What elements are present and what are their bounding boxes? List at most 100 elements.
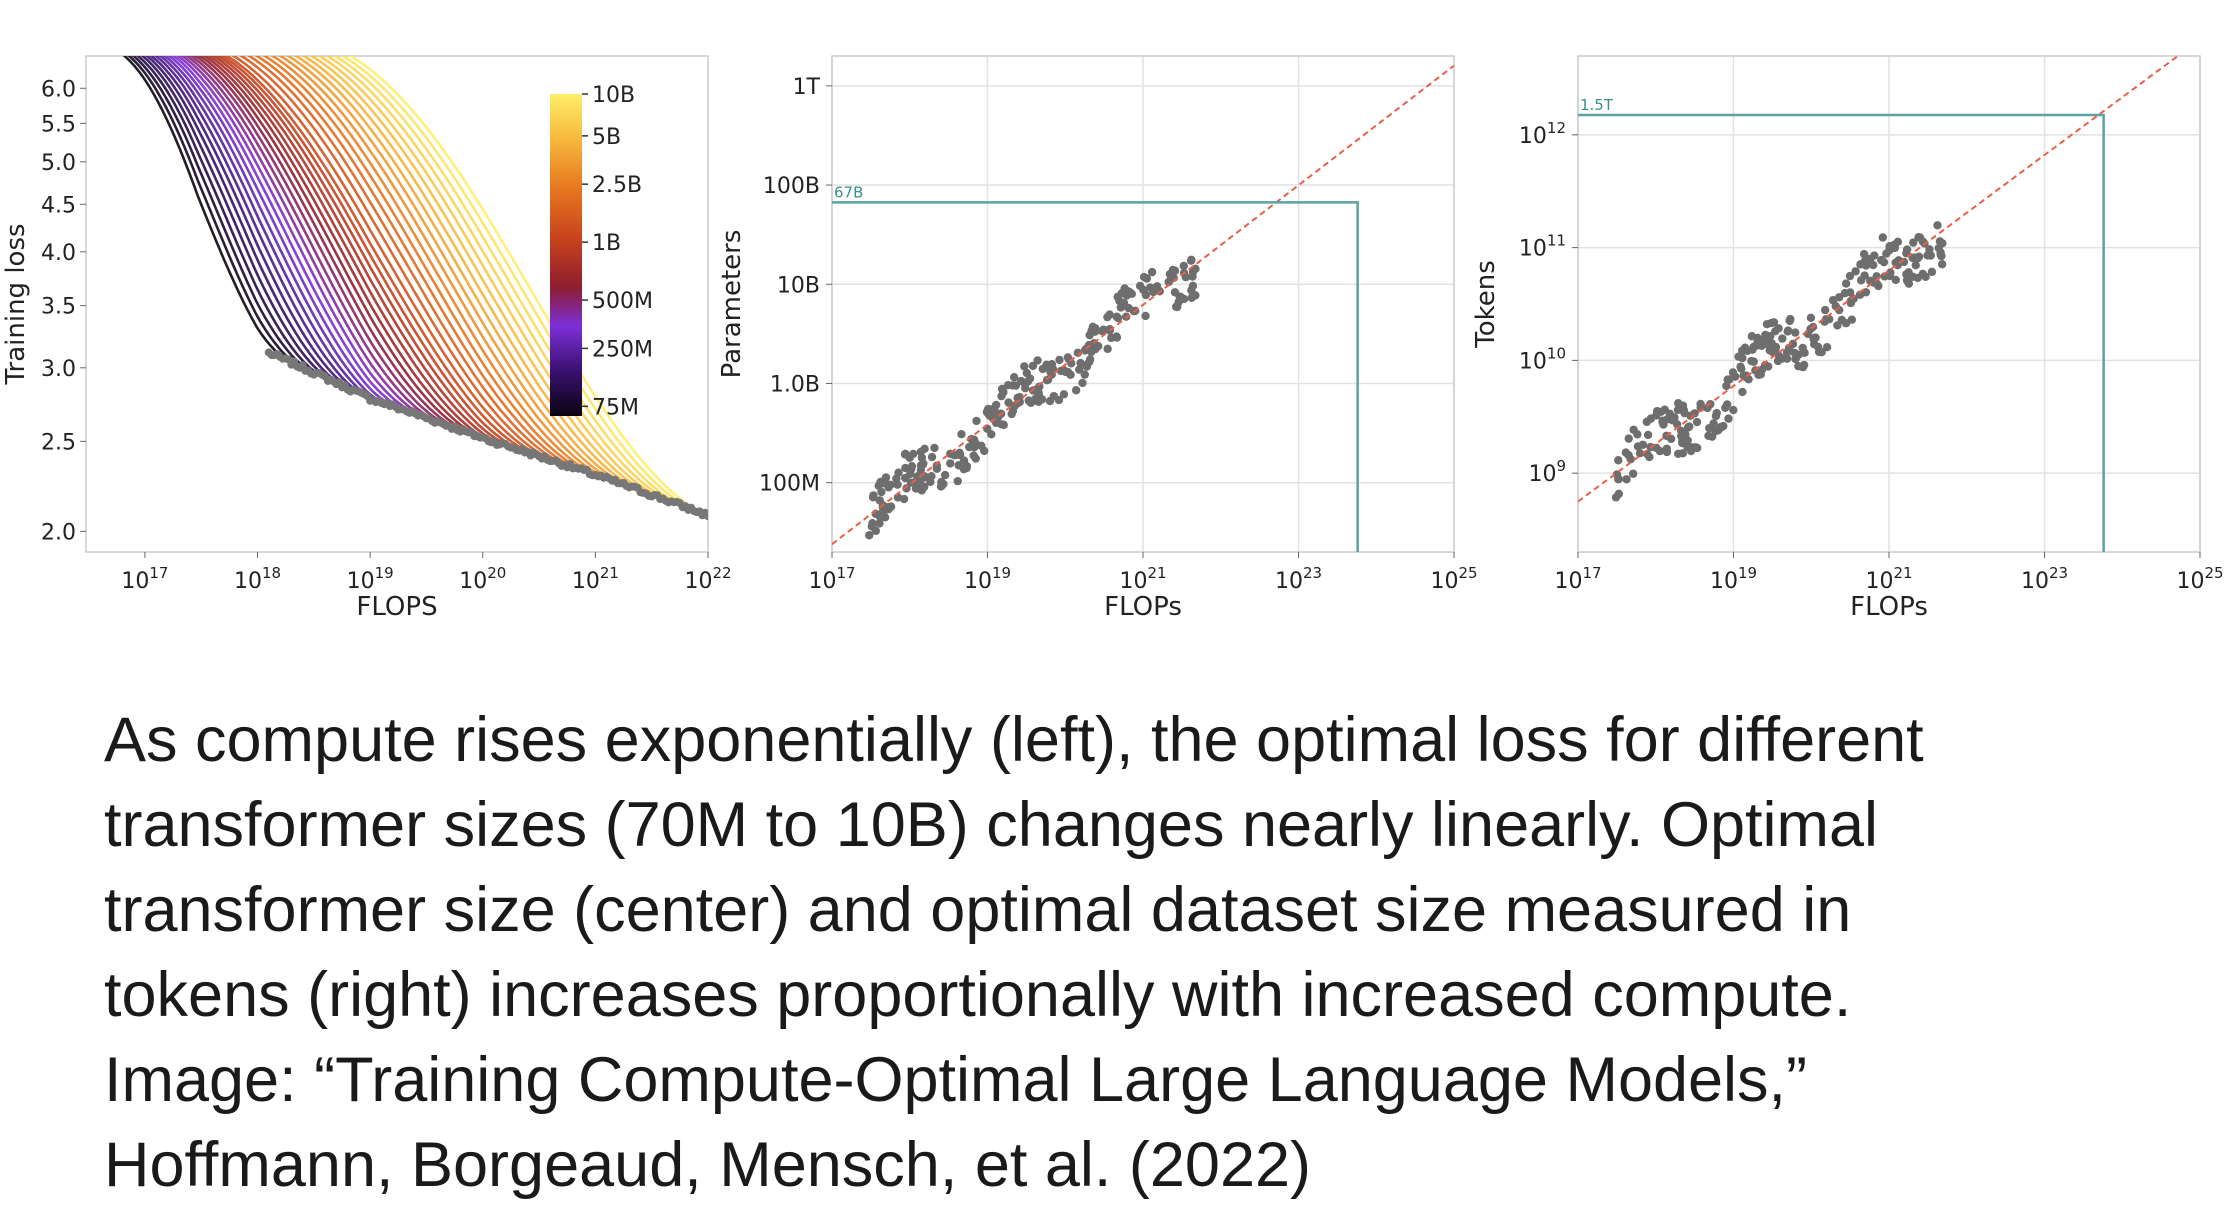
loss-curve [220,56,524,452]
loss-x-ticks: 1017 1018 1019 1020 1021 1022 [121,552,732,594]
loss-envelope-points [264,348,708,521]
loss-curve [122,56,289,362]
loss-curve [175,56,418,416]
loss-curves [122,56,706,516]
tokens-point [1633,442,1643,451]
parameters-point [865,531,874,540]
parameters-point [946,459,955,468]
tokens-point [1753,338,1762,348]
parameters-point [1073,348,1083,358]
tick-exponent: 20 [487,564,506,582]
parameters-point [1119,298,1129,308]
parameters-fit-line [832,64,1454,545]
tokens-point [1878,233,1888,242]
tokens-point [1782,354,1792,363]
loss-y-tick-label: 3.0 [41,357,76,382]
parameters-point [1024,396,1033,405]
tokens-point [1672,420,1682,429]
colorbar-ticks: 10B 5B 2.5B 1B 500M 250M 75M [582,83,653,420]
parameters-point [1045,396,1055,406]
loss-y-tick-label: 5.0 [41,151,76,176]
loss-x-tick-label: 1020 [459,564,506,594]
colorbar: 10B 5B 2.5B 1B 500M 250M 75M [550,83,653,420]
parameters-point [909,449,918,459]
tokens-point [1703,403,1712,413]
tick-base: 10 [684,569,712,594]
parameters-x-tick-label: 1025 [1430,564,1477,594]
tokens-point [1927,267,1937,277]
tick-base: 10 [121,569,149,594]
parameters-point [1146,283,1155,292]
loss-y-tick-label: 4.0 [41,241,76,266]
tick-base: 10 [1430,569,1458,594]
tokens-point [1874,281,1883,291]
caption-line: Image: “Training Compute-Optimal Large L… [104,1045,1808,1115]
tokens-point [1923,251,1932,260]
tokens-point [1716,423,1726,432]
tokens-point [1738,387,1747,397]
tick-exponent: 12 [1547,119,1566,137]
parameters-point [869,491,878,500]
tokens-point [1833,321,1842,330]
tick-exponent: 21 [1893,564,1912,582]
tokens-point [1747,332,1757,341]
parameters-point [1127,289,1137,298]
parameters-point [957,430,966,439]
tokens-point [1635,448,1645,458]
tokens-point [1655,446,1665,456]
parameters-point [875,519,884,528]
loss-curve [202,56,484,440]
parameters-point [1113,292,1122,302]
tokens-point [1913,273,1922,283]
parameters-point [871,526,881,536]
tokens-point [1624,434,1633,443]
tick-base: 10 [2021,569,2049,594]
tokens-point [1891,275,1900,285]
parameters-point [997,384,1007,394]
loss-curve [348,56,706,516]
loss-curve [158,56,378,402]
loss-curve [171,56,409,413]
tokens-point [1791,354,1800,364]
tokens-point [1612,470,1622,479]
parameters-point [1055,355,1064,365]
loss-curve [324,56,673,504]
parameters-point [1017,376,1026,386]
tokens-point [1911,260,1920,270]
caption-line: transformer sizes (70M to 10B) changes n… [104,790,1879,860]
tokens-x-tick-label: 1017 [1554,564,1601,594]
parameters-point [1091,344,1100,354]
tick-base: 10 [2176,569,2204,594]
tick-base: 10 [347,569,375,594]
parameters-point [1087,326,1096,336]
tokens-y-tick-label: 109 [1528,457,1566,487]
caption-line: As compute rises exponentially (left), t… [104,705,1924,775]
parameters-point [920,444,929,454]
parameters-point [1105,325,1114,334]
parameters-point [920,472,929,481]
loss-curve [131,56,311,372]
tokens-point [1738,353,1747,363]
parameters-point [899,494,909,504]
tokens-x-tick-label: 1021 [1865,564,1912,594]
tokens-point [1724,375,1734,384]
parameters-x-tick-label: 1021 [1119,564,1166,594]
loss-envelope-point [704,512,708,521]
tokens-point [1859,249,1869,259]
parameters-point [1141,311,1150,321]
tick-base: 10 [234,569,262,594]
parameters-point [972,416,981,426]
parameters-point [893,480,902,489]
loss-curve [262,56,588,474]
tokens-point [1783,327,1792,336]
tokens-point [1822,343,1832,352]
tick-base: 10 [1119,569,1147,594]
loss-curve [144,56,342,386]
parameters-point [1078,378,1087,388]
tick-exponent: 19 [375,564,394,582]
tokens-point [1933,221,1942,230]
parameters-point [1141,290,1151,300]
tokens-point [1820,305,1830,315]
tick-exponent: 21 [1147,564,1166,582]
